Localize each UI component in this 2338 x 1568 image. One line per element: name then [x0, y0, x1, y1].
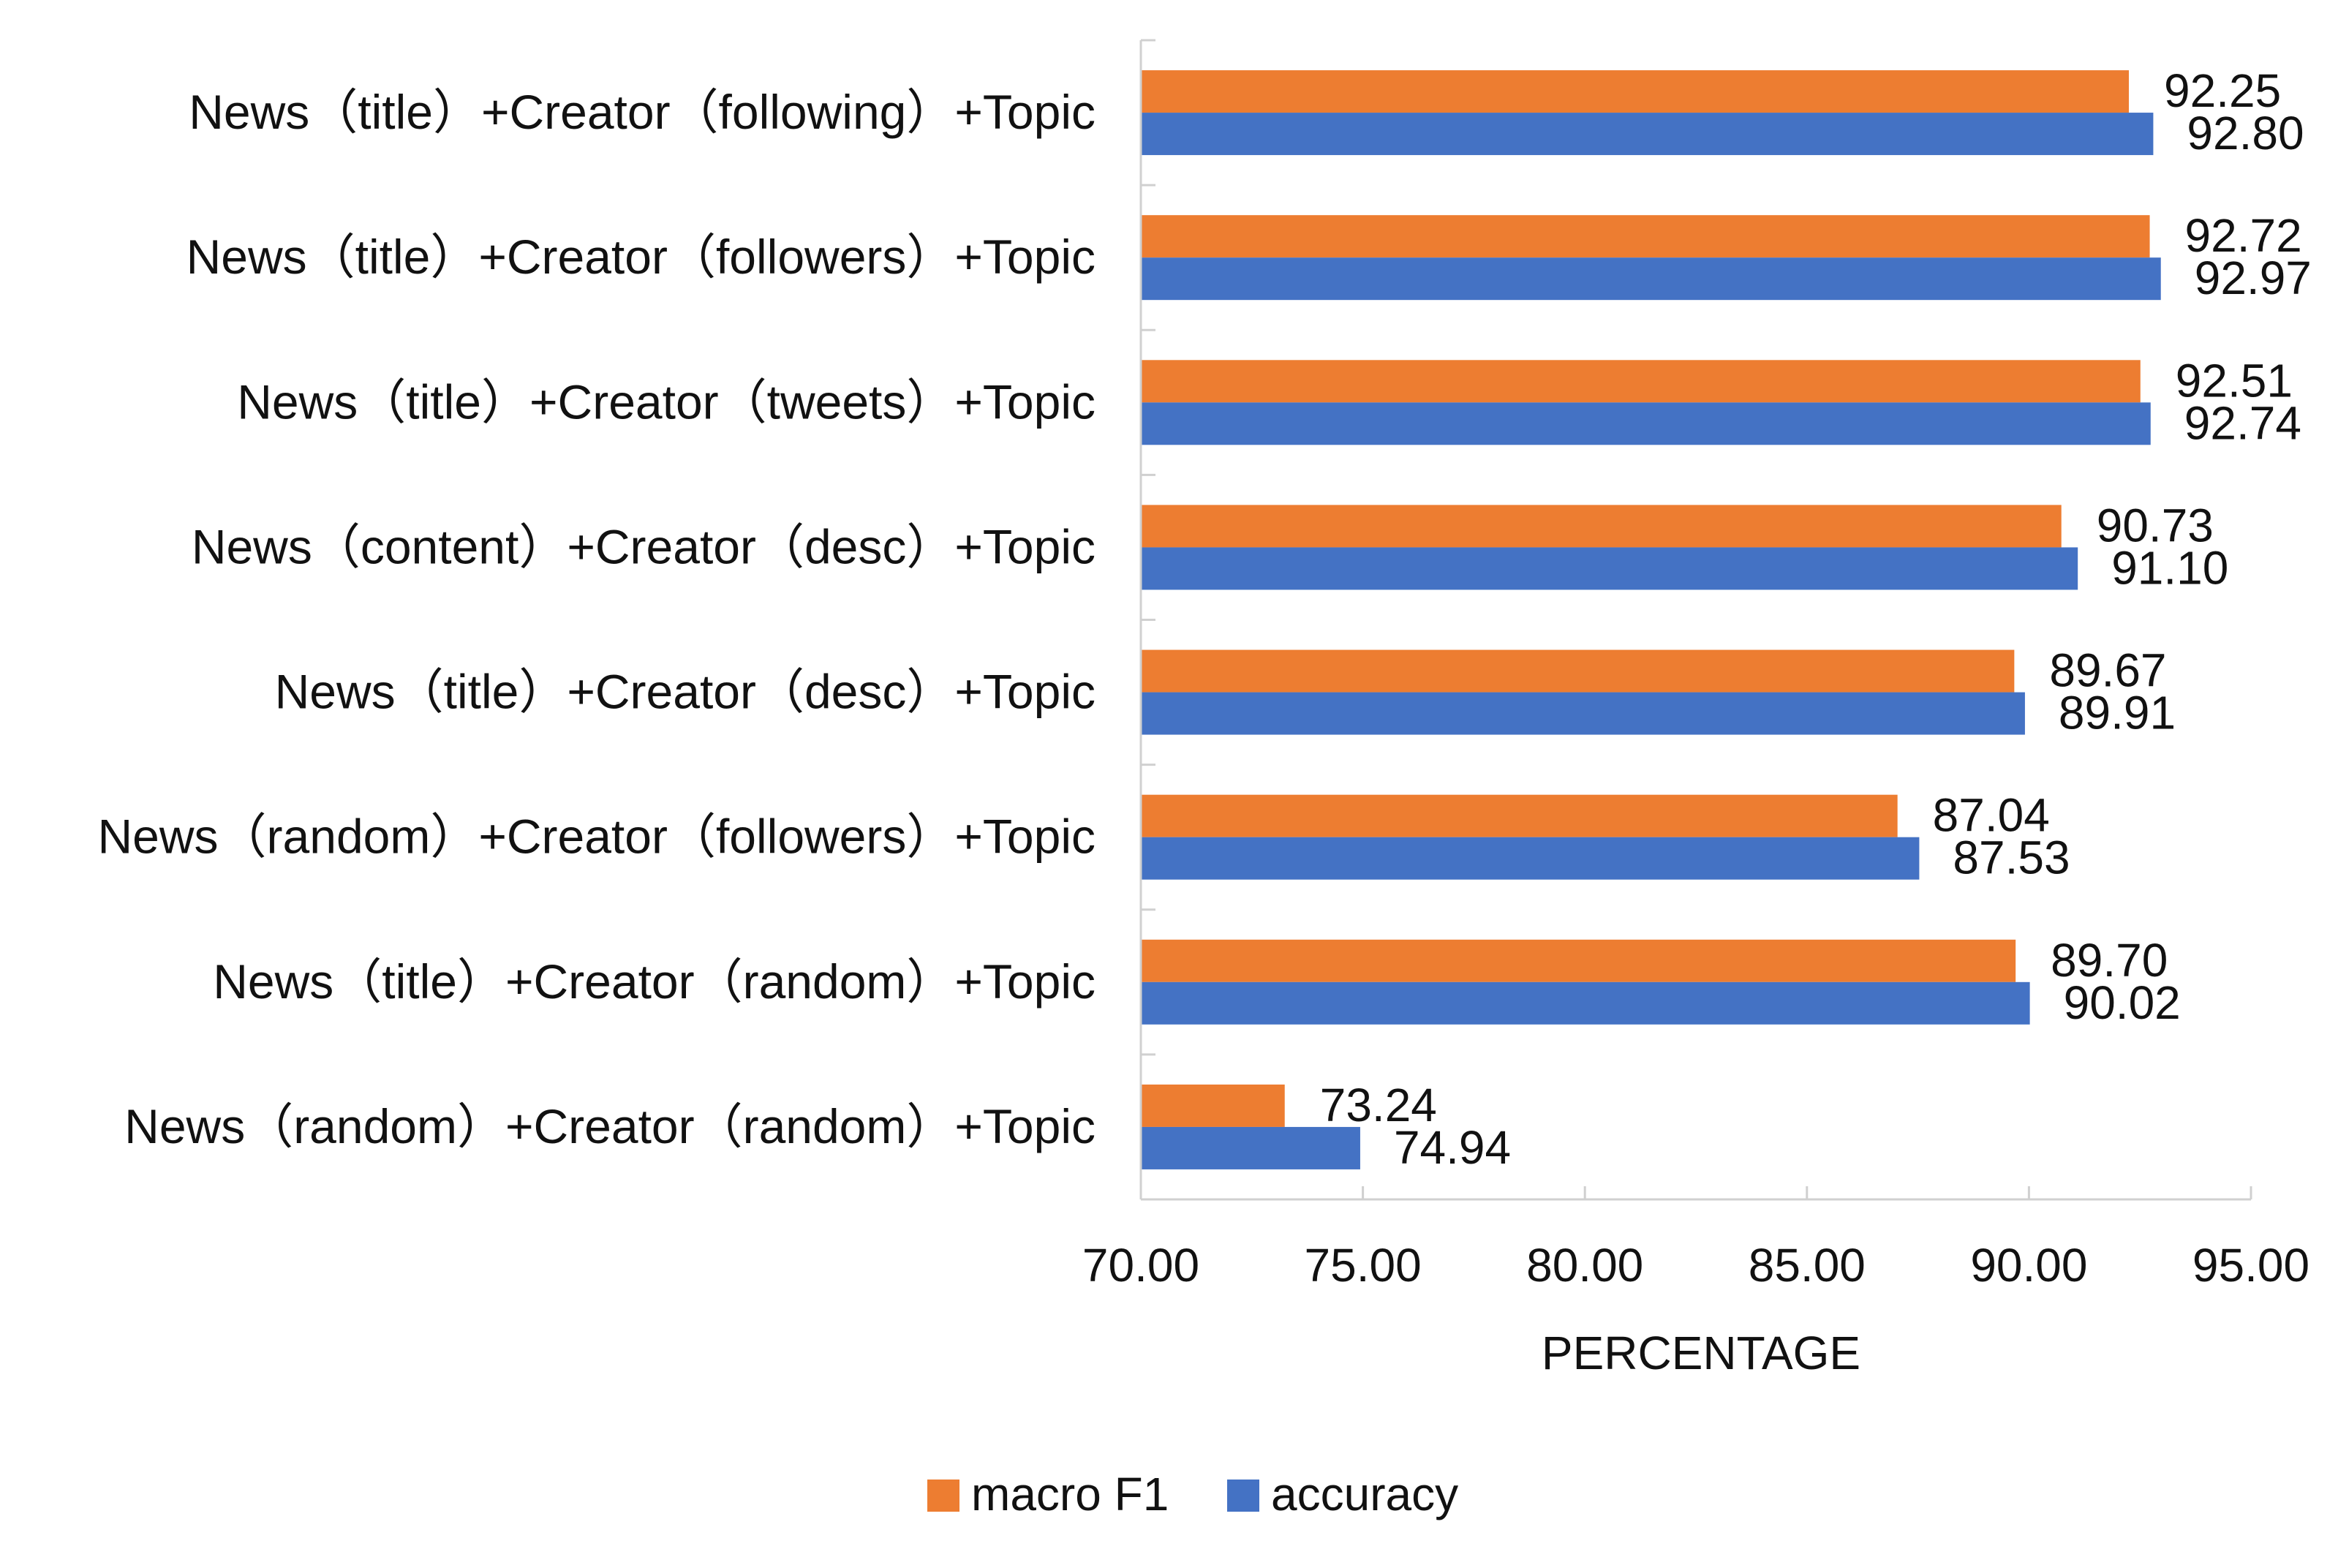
bar-accuracy — [1141, 402, 2151, 445]
value-label-accuracy: 74.94 — [1394, 1121, 1511, 1174]
category-label: News（content）+Creator（desc）+Topic — [192, 519, 1096, 573]
bar-macro-f1 — [1141, 360, 2141, 403]
bars — [1141, 70, 2161, 1169]
x-axis-title: PERCENTAGE — [1542, 1327, 1860, 1379]
axes — [1139, 40, 2251, 1201]
value-label-accuracy: 92.80 — [2187, 107, 2304, 159]
bar-accuracy — [1141, 547, 2078, 590]
category-label: News（title）+Creator（random）+Topic — [213, 954, 1096, 1009]
value-label-macro-f1: 73.24 — [1320, 1079, 1437, 1131]
bar-macro-f1 — [1141, 1084, 1285, 1127]
value-label-macro-f1: 87.04 — [1933, 789, 2050, 842]
value-label-accuracy: 89.91 — [2059, 687, 2176, 739]
x-tick-label: 90.00 — [1970, 1239, 2087, 1292]
category-label: News（title）+Creator（followers）+Topic — [186, 230, 1096, 284]
bar-accuracy — [1141, 257, 2161, 301]
category-labels: News（title）+Creator（following）+Topic News… — [98, 85, 1096, 1153]
category-label: News（title）+Creator（tweets）+Topic — [237, 374, 1096, 429]
category-label: News（random）+Creator（followers）+Topic — [98, 810, 1096, 864]
bar-macro-f1 — [1141, 70, 2130, 113]
bar-macro-f1 — [1141, 215, 2150, 258]
bar-macro-f1 — [1141, 649, 2015, 693]
x-axis-ticks — [1139, 39, 2252, 1201]
x-tick-labels: 70.00 75.00 80.00 85.00 90.00 95.00 — [1082, 1239, 2309, 1292]
category-label: News（random）+Creator（random）+Topic — [124, 1099, 1096, 1153]
value-label-accuracy: 92.97 — [2195, 252, 2312, 304]
bar-macro-f1 — [1141, 505, 2062, 548]
value-label-macro-f1: 89.70 — [2051, 934, 2168, 987]
category-label: News（title）+Creator（following）+Topic — [189, 85, 1096, 139]
bar-macro-f1 — [1141, 794, 1898, 837]
value-label-macro-f1: 92.25 — [2164, 64, 2281, 117]
value-label-accuracy: 90.02 — [2064, 976, 2181, 1029]
value-label-macro-f1: 89.67 — [2049, 644, 2166, 697]
category-label: News（title）+Creator（desc）+Topic — [275, 665, 1096, 719]
x-tick-label: 75.00 — [1305, 1239, 1422, 1292]
x-tick-label: 95.00 — [2192, 1239, 2309, 1292]
bar-accuracy — [1141, 1126, 1360, 1169]
legend-swatch-accuracy — [1227, 1480, 1259, 1512]
x-tick-label: 80.00 — [1526, 1239, 1643, 1292]
value-label-macro-f1: 92.51 — [2176, 354, 2293, 407]
value-label-macro-f1: 90.73 — [2097, 499, 2214, 551]
value-label-accuracy: 91.10 — [2111, 541, 2228, 594]
legend-label-macro-f1: macro F1 — [971, 1468, 1169, 1520]
bar-accuracy — [1141, 837, 1920, 880]
bar-macro-f1 — [1141, 939, 2016, 982]
value-label-accuracy: 87.53 — [1953, 832, 2070, 884]
bar-accuracy — [1141, 113, 2154, 156]
legend-swatch-macro-f1 — [927, 1480, 959, 1512]
value-label-macro-f1: 92.72 — [2185, 209, 2302, 262]
x-tick-label: 85.00 — [1749, 1239, 1866, 1292]
bar-accuracy — [1141, 692, 2025, 735]
legend: macro F1 accuracy — [927, 1468, 1458, 1520]
value-label-accuracy: 92.74 — [2184, 396, 2301, 449]
legend-label-accuracy: accuracy — [1271, 1468, 1458, 1520]
x-tick-label: 70.00 — [1082, 1239, 1199, 1292]
bar-accuracy — [1141, 981, 2030, 1025]
